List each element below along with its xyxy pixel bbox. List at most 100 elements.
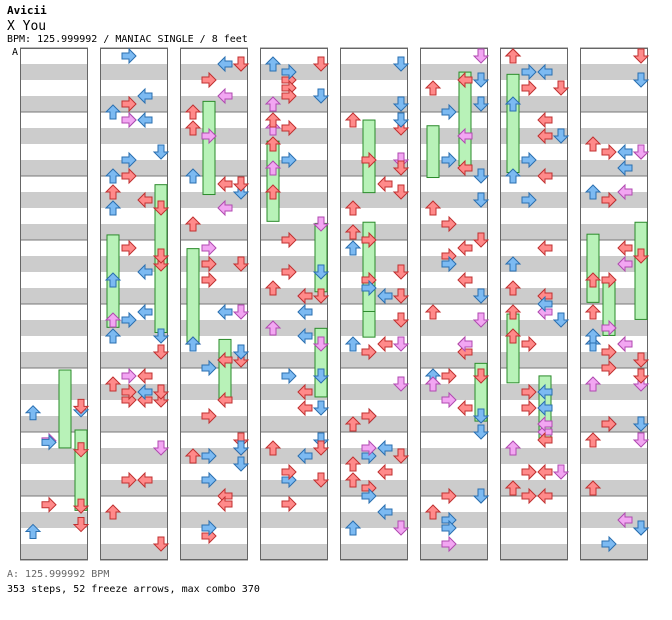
step-arrow <box>281 463 297 481</box>
step-arrow <box>537 295 553 313</box>
step-arrow <box>424 304 442 320</box>
step-arrow <box>297 327 313 345</box>
step-arrow <box>392 56 410 72</box>
step-arrow <box>217 391 233 409</box>
step-arrow <box>472 96 490 112</box>
step-arrow <box>441 535 457 553</box>
step-arrow <box>137 471 153 489</box>
column-border <box>180 48 248 560</box>
step-arrow <box>281 367 297 385</box>
step-arrow <box>281 495 297 513</box>
step-arrow <box>232 176 250 192</box>
beat-band <box>260 384 328 400</box>
chart-column <box>260 47 330 561</box>
step-arrow <box>537 127 553 145</box>
step-arrow <box>297 447 313 465</box>
beat-band <box>420 480 488 496</box>
freeze-arrow <box>314 222 328 293</box>
step-arrow <box>472 168 490 184</box>
step-arrow <box>377 175 393 193</box>
step-arrow <box>264 320 282 336</box>
section-marker: A <box>12 47 19 58</box>
step-arrow <box>312 472 330 488</box>
step-arrow <box>457 127 473 145</box>
step-arrow <box>232 56 250 72</box>
step-arrow <box>601 343 617 361</box>
step-arrow <box>504 328 522 344</box>
step-arrow <box>201 519 217 537</box>
beat-band <box>340 416 408 432</box>
step-arrow <box>472 424 490 440</box>
step-arrow <box>72 498 90 514</box>
step-arrow <box>344 200 362 216</box>
step-arrow <box>424 376 442 392</box>
step-arrow <box>504 168 522 184</box>
step-arrow <box>472 312 490 328</box>
beat-band <box>20 512 88 528</box>
beat-band <box>20 544 88 560</box>
beat-band <box>260 416 328 432</box>
step-arrow <box>632 520 650 536</box>
step-arrow <box>264 184 282 200</box>
beat-band <box>100 192 168 208</box>
step-arrow <box>584 328 602 344</box>
step-arrow <box>344 416 362 432</box>
step-arrow <box>312 400 330 416</box>
beat-band <box>260 448 328 464</box>
step-arrow <box>264 160 282 176</box>
step-arrow <box>344 336 362 352</box>
step-arrow <box>537 63 553 81</box>
step-arrow <box>392 184 410 200</box>
beat-band <box>100 544 168 560</box>
step-arrow <box>441 103 457 121</box>
step-arrow <box>104 168 122 184</box>
step-arrow <box>504 96 522 112</box>
step-arrow <box>537 415 553 433</box>
step-arrow <box>361 487 377 505</box>
step-arrow <box>361 439 377 457</box>
beat-band <box>20 448 88 464</box>
step-arrow <box>584 272 602 288</box>
step-arrow <box>617 239 633 257</box>
step-arrow <box>152 384 170 400</box>
beat-band <box>20 128 88 144</box>
beat-band <box>500 256 568 272</box>
beat-band <box>260 256 328 272</box>
beat-band <box>500 448 568 464</box>
freeze-arrow <box>58 369 72 449</box>
bpm-summary: A: 125.999992 BPM <box>7 569 110 580</box>
step-arrow <box>521 463 537 481</box>
step-arrow <box>617 143 633 161</box>
step-arrow <box>104 376 122 392</box>
step-arrow <box>264 280 282 296</box>
step-arrow <box>377 463 393 481</box>
step-arrow <box>632 72 650 88</box>
step-arrow <box>121 151 137 169</box>
beat-band <box>420 384 488 400</box>
step-arrow <box>617 159 633 177</box>
step-arrow <box>521 191 537 209</box>
column-border <box>420 48 488 560</box>
step-arrow <box>392 96 410 112</box>
chart-column <box>20 47 90 561</box>
beat-band <box>20 96 88 112</box>
beat-band <box>20 256 88 272</box>
step-arrow <box>184 120 202 136</box>
beat-band <box>420 192 488 208</box>
beat-band <box>580 480 648 496</box>
step-arrow <box>232 344 250 360</box>
beat-band <box>340 64 408 80</box>
step-arrow <box>281 119 297 137</box>
step-arrow <box>312 288 330 304</box>
step-arrow <box>441 151 457 169</box>
step-arrow <box>104 184 122 200</box>
step-arrow <box>392 264 410 280</box>
song-artist: Avicii <box>7 4 47 17</box>
step-arrow <box>361 343 377 361</box>
beat-band <box>340 192 408 208</box>
beat-band <box>420 320 488 336</box>
step-arrow <box>632 48 650 64</box>
step-arrow <box>552 80 570 96</box>
step-arrow <box>617 255 633 273</box>
step-arrow <box>217 495 233 513</box>
